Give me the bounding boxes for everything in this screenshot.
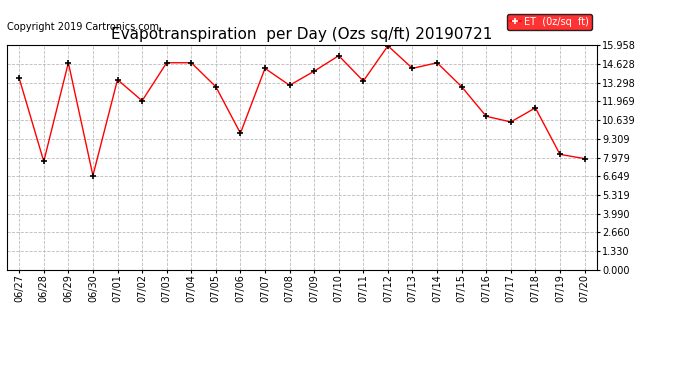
Legend: ET  (0z/sq  ft): ET (0z/sq ft) (506, 14, 592, 30)
Title: Evapotranspiration  per Day (Ozs sq/ft) 20190721: Evapotranspiration per Day (Ozs sq/ft) 2… (111, 27, 493, 42)
Text: Copyright 2019 Cartronics.com: Copyright 2019 Cartronics.com (7, 21, 159, 32)
